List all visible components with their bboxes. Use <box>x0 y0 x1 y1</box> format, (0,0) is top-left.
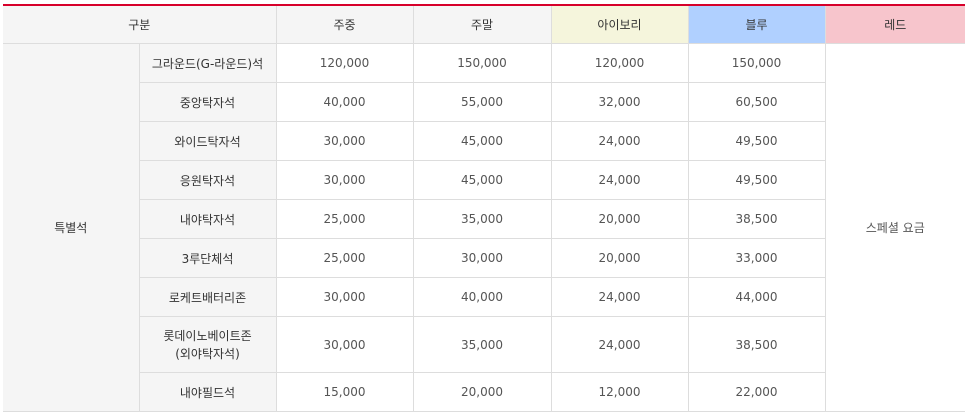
seat-name-line1: 내야필드석 <box>179 385 236 400</box>
price-blue: 150,000 <box>687 43 826 83</box>
header-row: 구분 주중 주말 아이보리 블루 레드 <box>3 4 965 44</box>
table-row: 내야필드석 15,000 20,000 12,000 22,000 <box>3 372 965 412</box>
price-blue: 38,500 <box>687 199 825 239</box>
table-row: 와이드탁자석 30,000 45,000 24,000 49,500 <box>3 121 965 161</box>
price-weekday: 40,000 <box>275 82 414 122</box>
price-ivory: 24,000 <box>550 160 689 200</box>
price-blue: 44,000 <box>687 277 825 317</box>
seat-name-line1: 롯데이노베이트존 <box>163 328 252 343</box>
price-ivory: 24,000 <box>550 316 689 373</box>
price-weekend: 35,000 <box>412 316 552 373</box>
header-red: 레드 <box>824 4 965 44</box>
seat-name: 3루단체석 <box>138 238 277 278</box>
price-weekday: 30,000 <box>275 160 414 200</box>
table-row: 중앙탁자석 40,000 55,000 32,000 60,500 <box>3 82 965 122</box>
price-table: 구분 주중 주말 아이보리 블루 레드 특별석 그라운드(G-라운드)석 120,0… <box>3 4 965 412</box>
seat-name: 로케트배터리존 <box>138 277 277 317</box>
price-blue: 38,500 <box>687 316 825 373</box>
seat-name-line1: 내야탁자석 <box>179 212 236 227</box>
price-weekday: 30,000 <box>275 316 414 373</box>
seat-name-line1: 와이드탁자석 <box>174 134 241 149</box>
seat-name-line2: (외야탁자석) <box>175 346 240 361</box>
price-blue: 49,500 <box>687 160 825 200</box>
table-row: 롯데이노베이트존 (외야탁자석) 30,000 35,000 24,000 38,500 <box>3 316 965 373</box>
seat-name: 내야탁자석 <box>138 199 277 239</box>
group-label: 특별석 <box>3 43 140 412</box>
header-weekday: 주중 <box>275 4 414 44</box>
seat-name: 그라운드(G-라운드)석 <box>138 43 277 83</box>
seat-name-line1: 3루단체석 <box>181 251 234 266</box>
price-ivory: 120,000 <box>550 43 689 83</box>
red-note: 스페셜 요금 <box>824 43 965 412</box>
table-row: 특별석 그라운드(G-라운드)석 120,000 150,000 120,000 150,… <box>3 43 965 412</box>
seat-name: 롯데이노베이트존 (외야탁자석) <box>138 316 277 373</box>
price-blue: 60,500 <box>687 82 825 122</box>
seat-name: 중앙탁자석 <box>138 82 277 122</box>
price-ivory: 24,000 <box>550 277 689 317</box>
seat-name-line1: 로케트배터리존 <box>168 290 247 305</box>
header-category: 구분 <box>3 4 277 44</box>
price-weekday: 15,000 <box>275 372 414 412</box>
seat-name: 와이드탁자석 <box>138 121 277 161</box>
price-weekend: 55,000 <box>412 82 552 122</box>
price-blue: 33,000 <box>687 238 825 278</box>
seat-name-line1: 중앙탁자석 <box>179 95 236 110</box>
seat-name: 내야필드석 <box>138 372 277 412</box>
price-weekend: 45,000 <box>412 160 552 200</box>
table-row: 3루단체석 25,000 30,000 20,000 33,000 <box>3 238 965 278</box>
price-weekend: 45,000 <box>412 121 552 161</box>
price-ivory: 20,000 <box>550 238 689 278</box>
price-weekend: 30,000 <box>412 238 552 278</box>
price-weekday: 30,000 <box>275 121 414 161</box>
price-weekday: 30,000 <box>275 277 414 317</box>
price-blue: 22,000 <box>687 372 825 412</box>
price-weekday: 25,000 <box>275 199 414 239</box>
seat-name-line1: 응원탁자석 <box>179 173 236 188</box>
price-weekday: 120,000 <box>275 43 414 83</box>
price-ivory: 24,000 <box>550 121 689 161</box>
table-row: 응원탁자석 30,000 45,000 24,000 49,500 <box>3 160 965 200</box>
price-blue: 49,500 <box>687 121 825 161</box>
price-ivory: 32,000 <box>550 82 689 122</box>
table-row: 내야탁자석 25,000 35,000 20,000 38,500 <box>3 199 965 239</box>
header-blue: 블루 <box>687 4 826 44</box>
header-weekend: 주말 <box>412 4 552 44</box>
table-row: 로케트배터리존 30,000 40,000 24,000 44,000 <box>3 277 965 317</box>
seat-name-line1: 그라운드(G-라운드)석 <box>151 56 264 71</box>
seat-name: 응원탁자석 <box>138 160 277 200</box>
price-ivory: 12,000 <box>550 372 689 412</box>
price-ivory: 20,000 <box>550 199 689 239</box>
price-weekday: 25,000 <box>275 238 414 278</box>
price-weekend: 35,000 <box>412 199 552 239</box>
price-weekend: 150,000 <box>412 43 552 83</box>
price-weekend: 20,000 <box>412 372 552 412</box>
price-weekend: 40,000 <box>412 277 552 317</box>
header-ivory: 아이보리 <box>550 4 689 44</box>
